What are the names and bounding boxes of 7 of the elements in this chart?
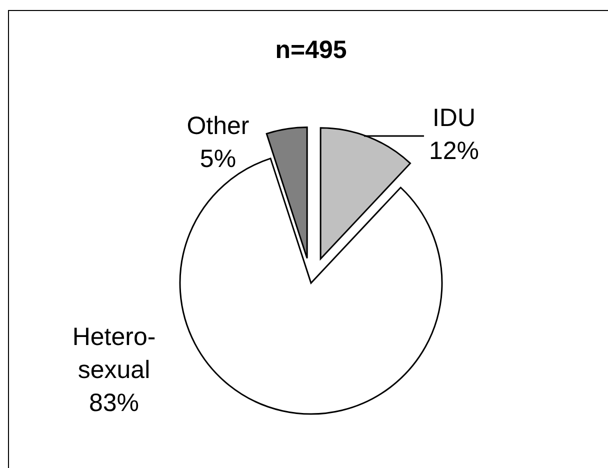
- chart-title: n=495: [275, 36, 347, 64]
- slice-label: Other: [186, 112, 250, 140]
- slice-label: Hetero-sexual: [72, 323, 156, 384]
- data-label: 83%: [88, 389, 140, 417]
- slice-label: IDU: [432, 104, 476, 132]
- data-label: 12%: [428, 137, 480, 165]
- data-label: 5%: [200, 145, 236, 173]
